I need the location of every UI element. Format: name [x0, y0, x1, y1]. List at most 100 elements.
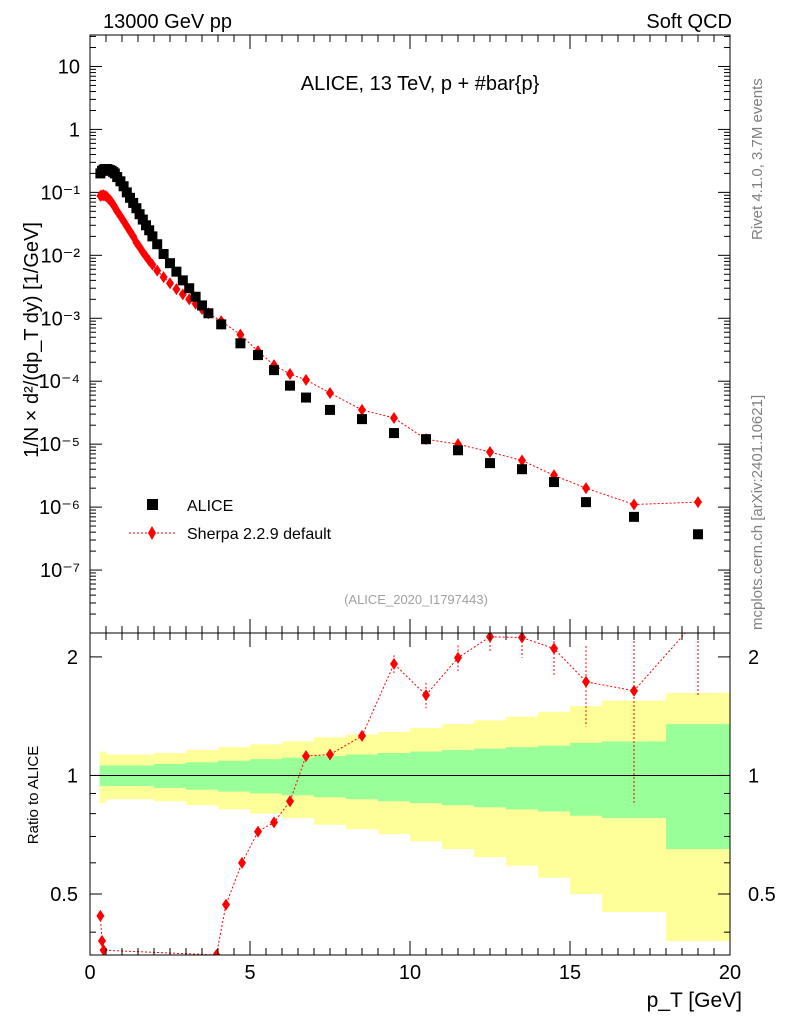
data-point [203, 308, 214, 319]
data-point [184, 283, 195, 294]
main-x-ticks [89, 35, 731, 633]
ratio-point [98, 934, 106, 947]
mc-point [302, 373, 310, 386]
mc-point [630, 498, 638, 511]
data-point [325, 404, 335, 415]
mc-point [582, 482, 590, 495]
data-point [485, 458, 495, 469]
x-tick-label: 5 [244, 962, 255, 984]
data-point [128, 197, 139, 208]
mc-point [148, 258, 157, 271]
main-y-tick-label: 10⁻⁷ [40, 560, 80, 582]
ratio-point [454, 651, 462, 664]
ratio-line [99, 633, 686, 955]
data-point [421, 434, 431, 445]
mc-point [326, 386, 334, 399]
header-left: 13000 GeV pp [103, 11, 232, 33]
data-point [152, 239, 163, 250]
mc-point [358, 403, 366, 416]
ratio-band-inner [410, 751, 442, 804]
ratio-band-inner [602, 741, 666, 818]
main-y-tick-label: 10⁻² [41, 245, 81, 267]
data-point [629, 511, 639, 522]
ratio-point [358, 729, 366, 742]
header-right: Soft QCD [646, 11, 732, 33]
ratio-band-inner [506, 747, 538, 810]
data-point [235, 338, 246, 349]
mc-series [96, 189, 702, 511]
ratio-band-inner [378, 753, 410, 802]
ratio-point [390, 657, 398, 670]
main-y-tick-label: 10⁻¹ [41, 182, 81, 204]
x-axis-title: p_T [GeV] [647, 989, 742, 1012]
mc-point [236, 328, 245, 341]
data-point [216, 319, 227, 330]
main-y-axis-title: 1/N × d²/(dp_T dy) [1/GeV] [21, 222, 43, 458]
ratio-point [96, 909, 105, 922]
ratio-band-inner [570, 742, 602, 816]
plot-title: ALICE, 13 TeV, p + #bar{p} [301, 73, 540, 95]
ratio-band-inner [218, 760, 250, 792]
ratio-y-tick-label-left: 1 [67, 765, 78, 787]
ratio-y-tick-label-right: 1 [748, 765, 759, 787]
main-y-tick-label: 10⁻³ [41, 308, 81, 330]
main-panel: 10⁻⁷ 10⁻⁶ 10⁻⁵ 10⁻⁴ 10⁻³ 10⁻² 10⁻¹ 1 10 ALICE, 1… [21, 34, 731, 634]
x-tick-label: 20 [719, 962, 741, 984]
data-point [301, 392, 311, 403]
ratio-band-inner [538, 745, 570, 812]
data-point [197, 300, 207, 311]
ratio-point [630, 684, 638, 697]
legend-data-label: ALICE [187, 498, 233, 515]
legend-mc-marker [148, 526, 156, 540]
ratio-point [286, 795, 294, 808]
main-y-tick-label: 10⁻⁵ [39, 434, 80, 456]
ratio-band-inner [346, 754, 378, 800]
ratio-band-inner [442, 750, 474, 806]
side-site-label: mcplots.cern.ch [arXiv:2401.10621] [749, 395, 766, 630]
side-rivet-label: Rivet 4.1.0, 3.7M events [749, 78, 766, 240]
ratio-band-inner [186, 762, 218, 790]
ratio-point [302, 750, 310, 763]
data-point [693, 529, 703, 540]
data-point [285, 380, 295, 391]
data-point [165, 258, 175, 269]
x-tick-label: 10 [399, 962, 421, 984]
data-point [171, 266, 182, 277]
data-point [158, 248, 169, 259]
ratio-point [422, 689, 430, 702]
ratio-point [550, 642, 558, 655]
data-point [121, 187, 132, 198]
ratio-uncertainty-band [99, 692, 730, 941]
ratio-point [582, 675, 590, 688]
data-point [581, 497, 591, 508]
x-tick-label: 0 [84, 962, 95, 984]
mc-point [153, 264, 162, 277]
data-point [357, 414, 367, 425]
data-point [125, 192, 135, 203]
ratio-y-axis-title: Ratio to ALICE [25, 746, 42, 844]
ratio-y-ticks: 0.5 0.5 1 1 2 2 [50, 647, 776, 933]
data-point [131, 203, 142, 214]
ratio-point [222, 898, 230, 911]
main-y-ticks: 10⁻⁷ 10⁻⁶ 10⁻⁵ 10⁻⁴ 10⁻³ 10⁻² 10⁻¹ 1 10 [39, 35, 730, 634]
ratio-band-inner [314, 756, 346, 798]
data-point [389, 428, 399, 439]
legend-data-marker [147, 499, 158, 510]
ratio-y-tick-label-left: 2 [67, 647, 78, 669]
mc-line [100, 194, 699, 506]
data-point [134, 209, 145, 220]
mc-point [518, 454, 526, 467]
data-series [95, 164, 703, 540]
main-y-tick-label: 10⁻⁶ [39, 497, 80, 519]
mc-point [486, 446, 494, 459]
mc-point [694, 496, 702, 509]
mc-point [172, 283, 181, 296]
ratio-y-tick-label-right: 0.5 [748, 884, 776, 906]
main-frame [89, 34, 731, 634]
analysis-id: (ALICE_2020_I1797443) [344, 592, 488, 607]
ratio-panel: 0.5 0.5 1 1 2 2 0 5 10 15 20 Ratio to ALICE [25, 632, 776, 984]
data-point [517, 464, 527, 475]
ratio-band-inner [474, 748, 506, 808]
legend-mc-label: Sherpa 2.2.9 default [187, 526, 332, 543]
main-y-tick-label: 10 [58, 56, 80, 78]
